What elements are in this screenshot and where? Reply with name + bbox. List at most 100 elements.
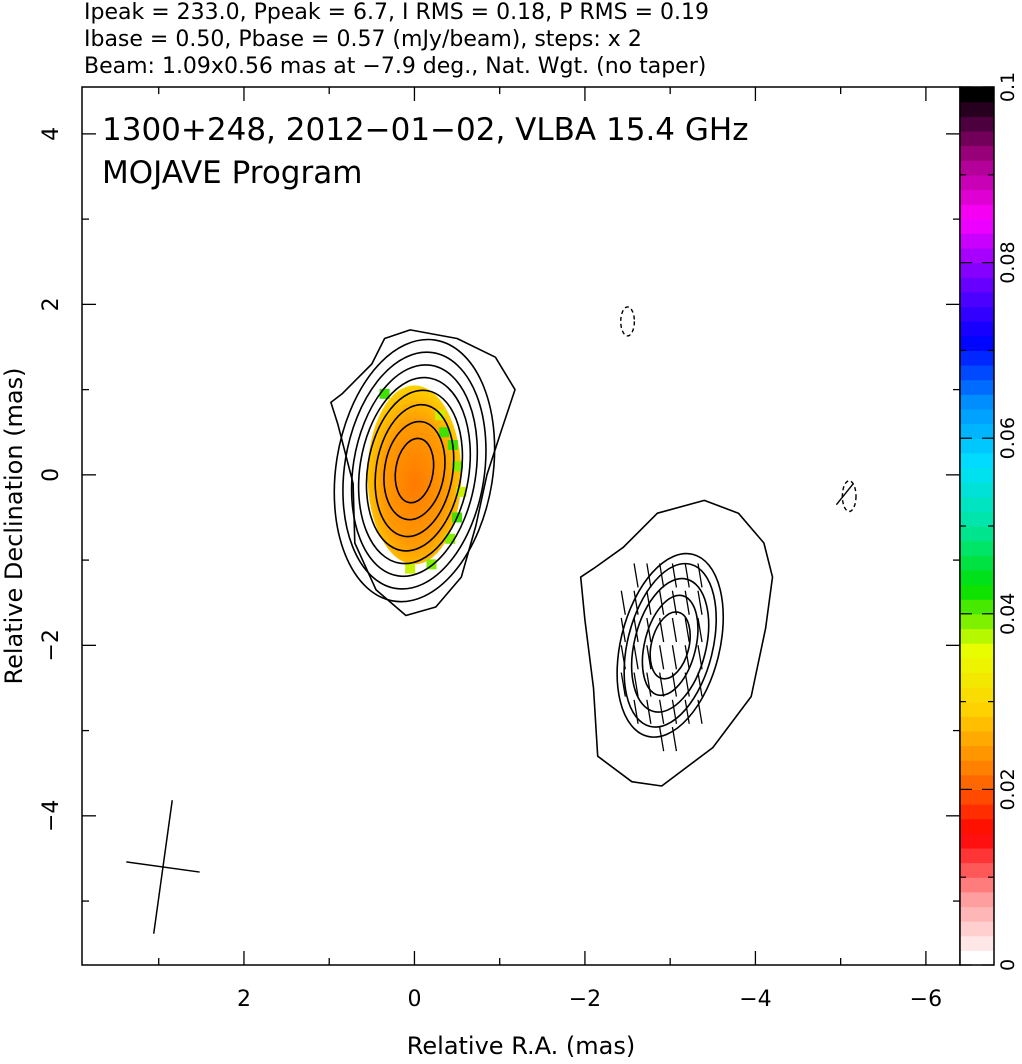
polarization-pixel <box>456 486 467 497</box>
evpa-tick <box>697 699 703 724</box>
polarization-tick-small <box>835 482 854 506</box>
colorbar-tick-label: 0.06 <box>997 417 1019 459</box>
evpa-tick <box>633 645 639 670</box>
polarization-pixel <box>452 461 463 472</box>
colorbar-swatch <box>960 672 994 688</box>
contour-core <box>365 389 464 552</box>
colorbar-swatch <box>960 204 994 220</box>
polarization-pixel <box>439 427 450 438</box>
evpa-tick <box>633 590 639 615</box>
colorbar-swatch <box>960 906 994 922</box>
colorbar-swatch <box>960 716 994 732</box>
contour-jet <box>616 552 725 738</box>
colorbar-swatch <box>960 613 994 630</box>
evpa-tick <box>659 699 665 724</box>
polarization-pixel <box>405 563 416 574</box>
colorbar-swatch <box>960 760 994 776</box>
colorbar-swatch <box>960 921 994 937</box>
evpa-tick <box>633 617 639 643</box>
colorbar-swatch <box>960 599 994 615</box>
colorbar-swatch <box>960 262 994 278</box>
colorbar-swatch <box>960 189 994 205</box>
colorbar-swatch <box>960 657 994 673</box>
plot-frame <box>81 86 961 966</box>
evpa-tick <box>684 699 690 724</box>
evpa-tick <box>684 645 690 670</box>
colorbar-swatch <box>960 862 994 878</box>
evpa-tick <box>697 645 703 670</box>
contour-core <box>350 364 479 578</box>
evpa-tick <box>671 563 678 588</box>
polarization-pixel <box>426 559 437 570</box>
colorbar-swatch <box>960 335 994 351</box>
header-line-3: Beam: 1.09x0.56 mas at −7.9 deg., Nat. W… <box>84 54 706 79</box>
evpa-tick <box>633 699 639 724</box>
plot-layer <box>126 306 857 934</box>
evpa-tick <box>684 672 690 697</box>
colorbar-swatch <box>960 935 994 951</box>
colorbar-swatch <box>960 789 994 805</box>
colorbar-swatch <box>960 891 994 908</box>
colorbar-tick-label: 0 <box>997 959 1019 971</box>
y-tick-label: 4 <box>39 127 64 141</box>
contour-core <box>342 351 487 590</box>
colorbar-swatch <box>960 804 994 820</box>
colorbar-tick-label: 0.08 <box>997 241 1019 283</box>
evpa-tick <box>646 672 652 697</box>
x-tick-label: −2 <box>569 987 601 1012</box>
colorbar-swatch <box>960 555 994 571</box>
colorbar: 0 0.02 0.04 0.06 0.08 0.1 <box>959 72 1019 971</box>
x-tick-label: 2 <box>237 987 251 1012</box>
colorbar-swatch <box>960 379 994 395</box>
colorbar-swatch <box>960 496 994 512</box>
colorbar-swatch <box>960 101 994 117</box>
colorbar-swatch <box>960 365 994 381</box>
header-line-2: Ibase = 0.50, Pbase = 0.57 (mJy/beam), s… <box>84 27 642 52</box>
colorbar-tick-label: 0.02 <box>997 768 1019 810</box>
colorbar-swatch <box>960 511 994 527</box>
colorbar-swatch <box>960 218 994 234</box>
colorbar-swatch <box>960 818 994 834</box>
colorbar-tick-label: 0.04 <box>997 593 1019 635</box>
colorbar-swatch <box>960 247 994 264</box>
y-tick-label: −4 <box>39 800 64 832</box>
x-tick-label: −6 <box>910 987 942 1012</box>
evpa-tick <box>659 645 665 670</box>
evpa-tick <box>697 563 703 588</box>
evpa-tick <box>684 590 690 615</box>
evpa-tick <box>671 726 678 752</box>
negative-contour <box>620 306 636 337</box>
plot-title-line-1: 1300+248, 2012−01−02, VLBA 15.4 GHz <box>102 112 748 148</box>
evpa-tick <box>671 590 678 615</box>
evpa-tick <box>697 617 703 643</box>
evpa-tick <box>659 590 665 615</box>
evpa-tick <box>671 672 678 697</box>
evpa-tick <box>697 590 703 615</box>
colorbar-swatch <box>960 686 994 703</box>
polarization-pixel <box>379 388 390 399</box>
evpa-tick <box>620 590 626 615</box>
contour-jet <box>649 611 691 680</box>
colorbar-swatch <box>960 833 994 849</box>
colorbar-swatch <box>960 847 994 864</box>
colorbar-swatch <box>960 774 994 790</box>
evpa-tick <box>646 590 652 615</box>
colorbar-swatch <box>960 467 994 483</box>
contour-core-outer <box>330 329 516 617</box>
evpa-tick <box>620 672 626 697</box>
colorbar-swatch <box>960 584 994 600</box>
colorbar-swatch <box>960 130 994 147</box>
colorbar-swatch <box>960 877 994 893</box>
colorbar-swatch <box>960 745 994 761</box>
x-axis-label: Relative R.A. (mas) <box>407 1032 635 1060</box>
y-axis-label: Relative Declination (mas) <box>0 367 28 684</box>
evpa-tick <box>684 617 690 643</box>
plot-title-line-2: MOJAVE Program <box>102 155 362 191</box>
colorbar-swatch <box>960 233 994 249</box>
colorbar-swatch <box>960 643 994 659</box>
x-tick-label: 0 <box>407 987 421 1012</box>
colorbar-swatch <box>960 526 994 542</box>
header-line-1: Ipeak = 233.0, Ppeak = 6.7, I RMS = 0.18… <box>84 0 709 25</box>
colorbar-swatch <box>960 145 994 161</box>
y-tick-label: 0 <box>39 468 64 482</box>
